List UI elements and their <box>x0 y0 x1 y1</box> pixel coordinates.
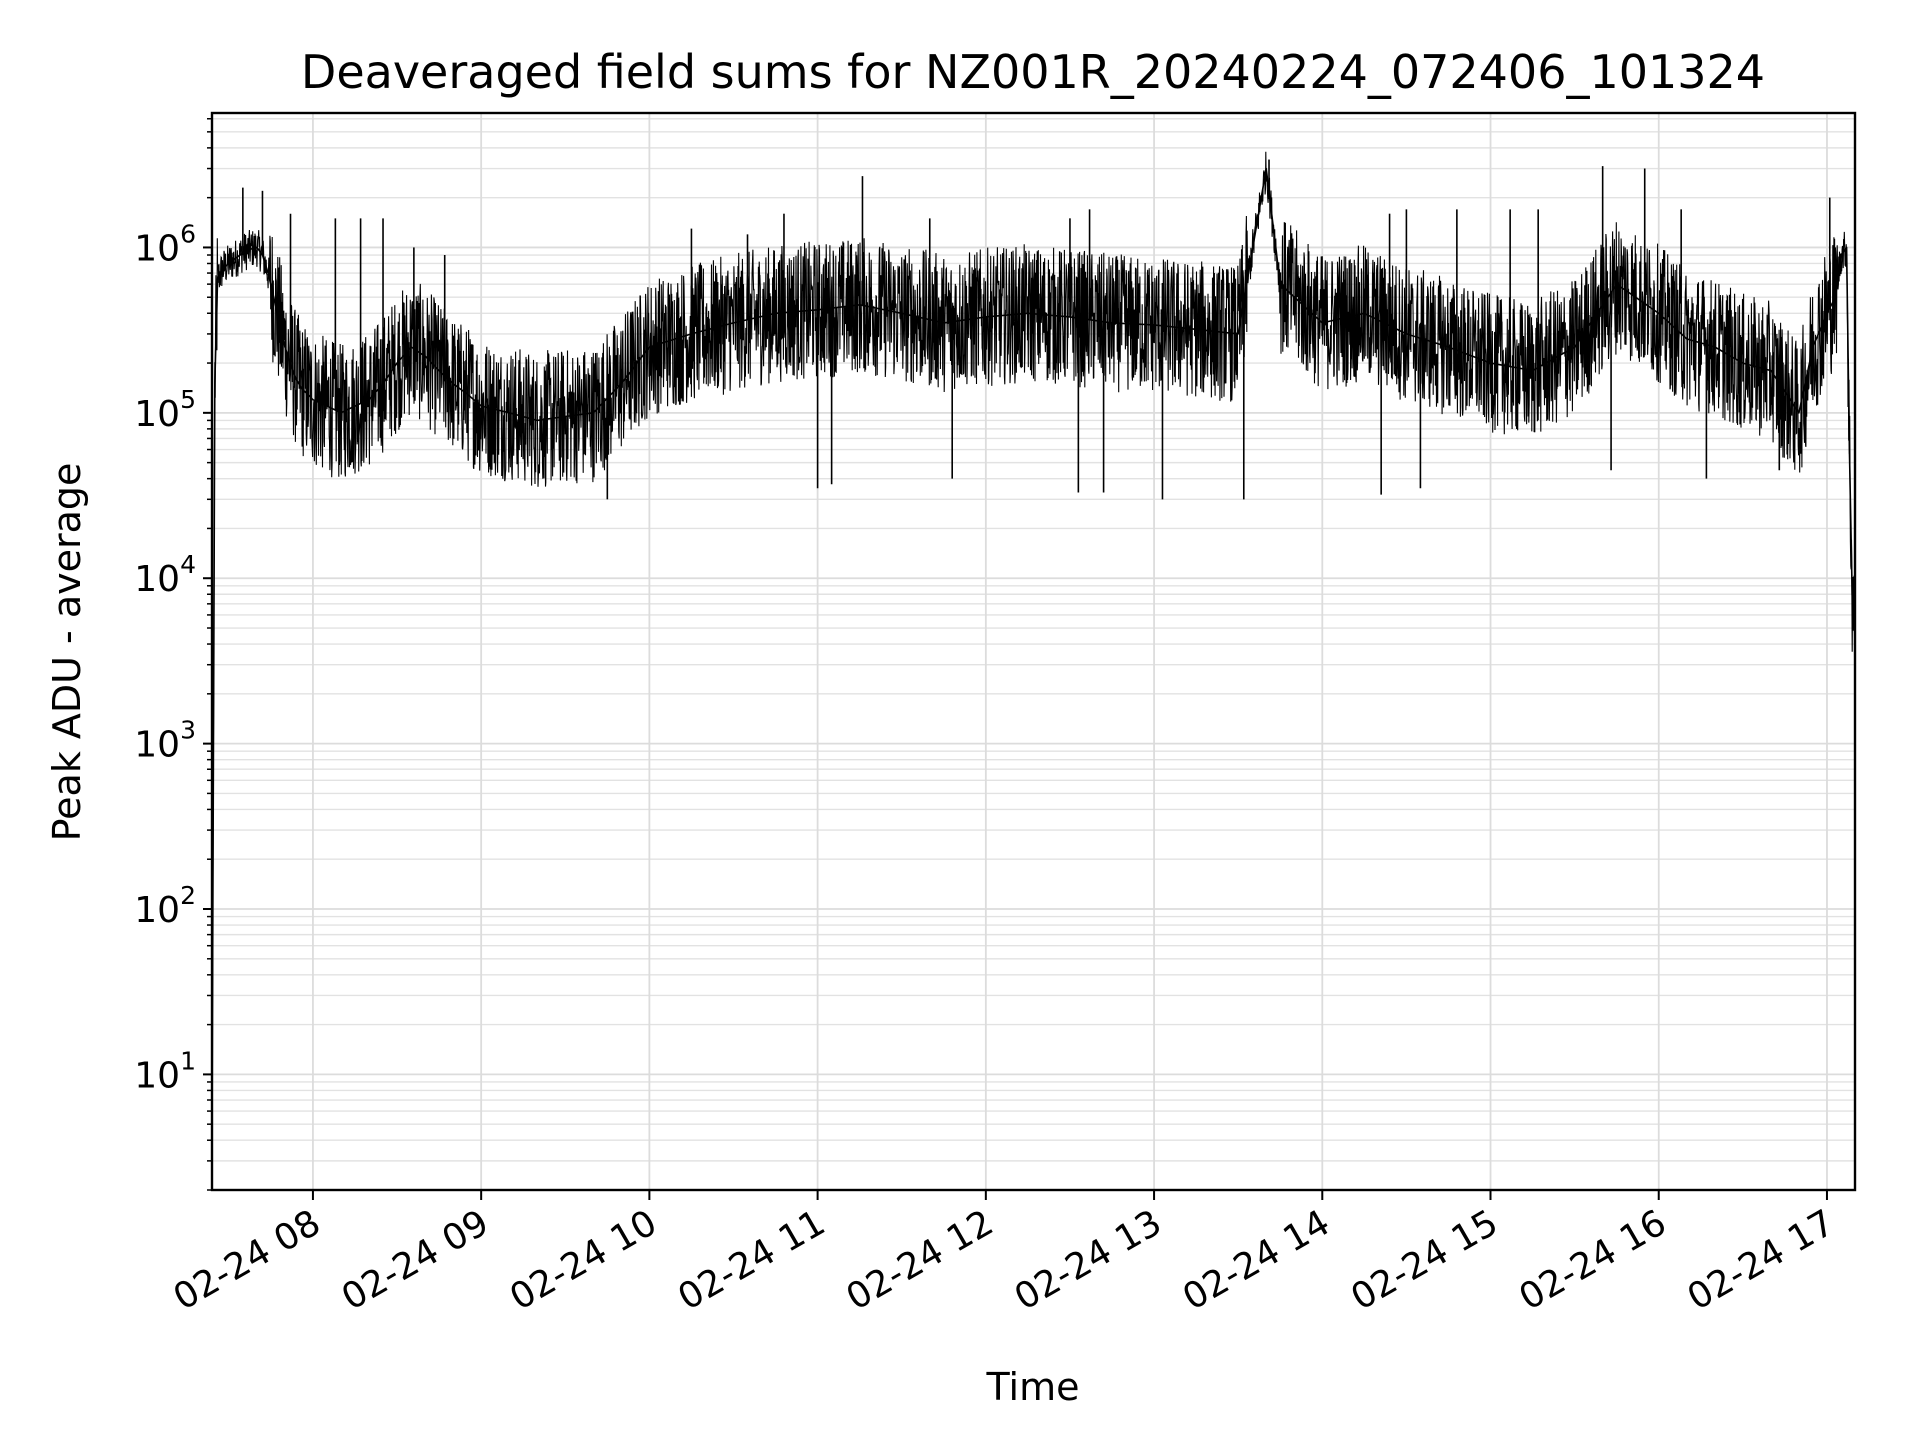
y-tick-label: 103 <box>134 716 196 766</box>
y-tick-label: 106 <box>134 219 196 269</box>
y-tick-label: 101 <box>134 1046 196 1096</box>
y-axis-label: Peak ADU - average <box>45 463 89 842</box>
chart-title: Deaveraged field sums for NZ001R_2024022… <box>301 45 1765 99</box>
x-axis-label: Time <box>986 1365 1080 1409</box>
y-tick-label: 105 <box>134 385 196 435</box>
series-layer <box>211 151 1856 1141</box>
y-axis: 101 102 103 104 105 106 <box>134 117 212 1191</box>
series-noise <box>211 151 1856 1141</box>
y-tick-label: 104 <box>134 550 196 600</box>
y-tick-label: 102 <box>134 881 196 931</box>
plot-frame <box>210 111 1857 1192</box>
